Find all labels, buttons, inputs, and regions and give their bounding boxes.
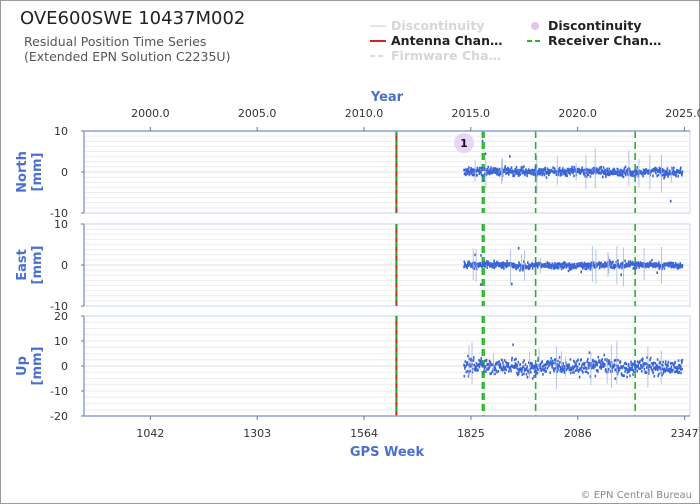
y-tick-label: -10	[50, 300, 68, 313]
legend-label: Firmware Cha…	[391, 48, 501, 63]
bottom-tick-label: 2086	[564, 427, 592, 440]
y-axis-label: Up	[15, 356, 30, 376]
top-tick-label: 2000.0	[131, 107, 170, 120]
residual-points	[463, 340, 684, 390]
data-points	[463, 139, 684, 203]
bottom-tick-label: 1042	[136, 427, 164, 440]
y-tick-label: 10	[54, 125, 68, 138]
legend-label: Discontinuity	[548, 18, 641, 33]
legend-item: Discontinuity	[531, 18, 641, 33]
legend-item: Firmware Cha…	[370, 48, 501, 63]
bottom-tick-label: 1303	[243, 427, 271, 440]
bottom-tick-label: 1564	[350, 427, 378, 440]
bottom-tick-label: 2347	[671, 427, 699, 440]
legend-item: Discontinuity	[370, 18, 484, 33]
y-axis-label: East	[15, 249, 30, 281]
legend-label: Antenna Chan…	[391, 33, 503, 48]
y-axis-label: North	[15, 151, 30, 193]
y-axis-unit: [mm]	[30, 347, 45, 386]
legend-label: Discontinuity	[391, 18, 484, 33]
top-tick-label: 2020.0	[558, 107, 597, 120]
copyright-notice: © EPN Central Bureau	[581, 490, 692, 501]
y-axis-unit: [mm]	[30, 246, 45, 285]
legend-label: Receiver Chan…	[548, 33, 661, 48]
y-tick-label: 0	[61, 360, 68, 373]
data-points	[463, 343, 684, 380]
residual-points	[463, 246, 684, 287]
top-axis-label: Year	[370, 90, 404, 105]
y-tick-label: 10	[54, 335, 68, 348]
legend-item: Antenna Chan…	[370, 33, 503, 48]
legend-marker-circle	[531, 22, 539, 30]
discontinuity-marker	[453, 133, 474, 153]
chart-subtitle-line2: (Extended EPN Solution C2235U)	[24, 49, 230, 64]
panel-up: 20 10 0 -10 -20 Up [mm]	[15, 310, 691, 423]
bottom-tick-label: 1825	[457, 427, 485, 440]
top-tick-label: 2005.0	[238, 107, 277, 120]
top-tick-label: 2015.0	[452, 107, 491, 120]
data-points	[463, 246, 684, 286]
bottom-axis-label: GPS Week	[350, 445, 425, 460]
residual-points	[463, 139, 684, 203]
panel-east: 10 0 -10 East [mm]	[15, 218, 691, 313]
y-tick-label: -10	[50, 207, 68, 220]
discontinuity-marker-label: 1	[460, 137, 468, 150]
y-tick-label: 0	[61, 259, 68, 272]
y-tick-label: -10	[50, 385, 68, 398]
legend-item: Receiver Chan…	[527, 33, 661, 48]
panel-north: 10 0 -10 North [mm] 1	[15, 125, 691, 220]
y-tick-label: 10	[54, 218, 68, 231]
y-axis-unit: [mm]	[30, 153, 45, 192]
chart-subtitle-line1: Residual Position Time Series	[24, 34, 206, 49]
chart-title: OVE600SWE 10437M002	[20, 8, 245, 29]
y-tick-label: 20	[54, 310, 68, 323]
y-tick-label: -20	[50, 410, 68, 423]
top-tick-label: 2010.0	[345, 107, 384, 120]
top-tick-label: 2025.0	[665, 107, 700, 120]
y-tick-label: 0	[61, 166, 68, 179]
